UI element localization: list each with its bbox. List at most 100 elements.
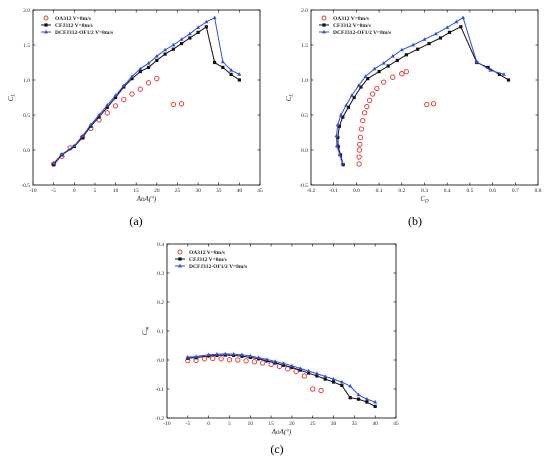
x-tick-label: 35 bbox=[352, 421, 358, 427]
data-point bbox=[155, 58, 159, 62]
data-point bbox=[399, 71, 405, 77]
data-point bbox=[97, 115, 101, 119]
data-point bbox=[433, 31, 438, 36]
data-point bbox=[315, 374, 319, 378]
x-tick-label: 20 bbox=[154, 188, 160, 194]
y-tick-label: 1.5 bbox=[23, 43, 30, 49]
data-point bbox=[229, 68, 234, 72]
legend-marker bbox=[43, 15, 49, 21]
data-point bbox=[80, 133, 85, 138]
data-point bbox=[461, 15, 466, 20]
panel-label: (b) bbox=[408, 214, 422, 228]
data-point bbox=[298, 366, 303, 370]
y-tick-label: 0.2 bbox=[157, 300, 164, 306]
series-line bbox=[335, 16, 505, 164]
data-point bbox=[395, 58, 399, 62]
chart-panel-3: -10 -5 0 5 10 15 20 25 30 35 40 45 -0.2 -0.1 0.0 0.1 0.2… bbox=[141, 242, 399, 456]
y-tick-label: -0.2 bbox=[155, 416, 164, 422]
data-point bbox=[363, 74, 368, 78]
legend-label: CFJ312 V=8m/s bbox=[55, 23, 93, 29]
y-tick-label: 1.5 bbox=[301, 43, 308, 49]
legend-marker bbox=[321, 15, 327, 21]
series-2 bbox=[52, 25, 241, 167]
data-point bbox=[404, 53, 408, 57]
legend-item: CFJ312 V=8m/s bbox=[319, 23, 371, 29]
legend-item: CFJ312 V=8m/s bbox=[41, 23, 93, 29]
x-tick-label: 0.3 bbox=[421, 188, 428, 194]
x-tick-label: 40 bbox=[372, 421, 378, 427]
series-line bbox=[53, 25, 240, 166]
legend-label: CFJ312 V=8m/s bbox=[189, 257, 227, 263]
data-point bbox=[289, 363, 294, 368]
y-tick-label: 0.0 bbox=[301, 148, 308, 154]
data-point bbox=[365, 400, 369, 404]
data-point bbox=[265, 359, 269, 363]
data-point bbox=[51, 161, 56, 165]
data-point bbox=[361, 110, 368, 116]
legend-item: OA312 V=8m/s bbox=[177, 249, 225, 256]
x-tick-label: 45 bbox=[257, 188, 263, 194]
x-tick-label: 5 bbox=[94, 188, 97, 194]
data-point bbox=[231, 352, 236, 356]
x-tick-label: -10 bbox=[163, 421, 171, 427]
data-point bbox=[113, 93, 118, 97]
data-point bbox=[337, 152, 342, 156]
data-point bbox=[88, 122, 93, 127]
series-3 bbox=[334, 15, 506, 165]
series-3 bbox=[185, 351, 378, 404]
data-point bbox=[427, 42, 431, 46]
legend-label: OA312 V=8m/s bbox=[189, 250, 225, 256]
data-point bbox=[196, 25, 201, 29]
panel-label: (c) bbox=[270, 442, 283, 456]
data-point bbox=[104, 110, 110, 116]
series-2 bbox=[186, 353, 377, 408]
data-point bbox=[366, 97, 373, 103]
legend-item: DCFJ312-OF1/2 V=8m/s bbox=[175, 263, 247, 270]
data-point bbox=[273, 359, 278, 363]
data-point bbox=[386, 64, 390, 68]
y-tick-label: -0.5 bbox=[21, 183, 30, 189]
x-tick-label: 0.6 bbox=[489, 188, 496, 194]
y-tick-label: 0.3 bbox=[157, 271, 164, 277]
series-line bbox=[53, 16, 240, 164]
legend-label: DCFJ312-OF1/2 V=8m/s bbox=[189, 264, 247, 270]
data-point bbox=[349, 93, 354, 97]
data-point bbox=[486, 65, 490, 69]
data-point bbox=[380, 79, 387, 85]
data-point bbox=[146, 65, 151, 69]
data-point bbox=[338, 112, 343, 117]
data-point bbox=[97, 112, 102, 117]
plot-frame bbox=[32, 9, 261, 186]
data-point bbox=[178, 101, 185, 107]
data-point bbox=[264, 357, 269, 361]
x-axis-title: CD bbox=[420, 195, 429, 205]
y-tick-label: 1.0 bbox=[301, 78, 308, 84]
series-3 bbox=[51, 15, 242, 165]
data-point bbox=[357, 141, 363, 148]
x-tick-label: 0 bbox=[207, 421, 210, 427]
y-tick-label: 0.1 bbox=[157, 329, 164, 335]
x-axis-title: AoA(°) bbox=[271, 428, 292, 436]
data-point bbox=[113, 95, 118, 100]
data-point bbox=[348, 383, 353, 388]
y-tick-label: 0.0 bbox=[23, 148, 30, 154]
data-point bbox=[340, 161, 345, 165]
x-tick-label: -0.2 bbox=[307, 188, 316, 194]
x-tick-label: 10 bbox=[248, 421, 254, 427]
data-point bbox=[138, 70, 142, 74]
legend-marker bbox=[322, 29, 326, 34]
data-point bbox=[179, 42, 184, 46]
data-point bbox=[59, 152, 64, 156]
data-point bbox=[72, 143, 77, 148]
data-point bbox=[340, 383, 344, 388]
legend-label: OA312 V=8m/s bbox=[333, 16, 369, 22]
x-tick-label: 0.2 bbox=[398, 188, 405, 194]
data-point bbox=[226, 357, 233, 363]
x-tick-label: 5 bbox=[228, 421, 231, 427]
series-1 bbox=[356, 68, 437, 167]
data-point bbox=[105, 105, 109, 109]
data-point bbox=[145, 80, 152, 86]
x-tick-label: -5 bbox=[186, 421, 191, 427]
